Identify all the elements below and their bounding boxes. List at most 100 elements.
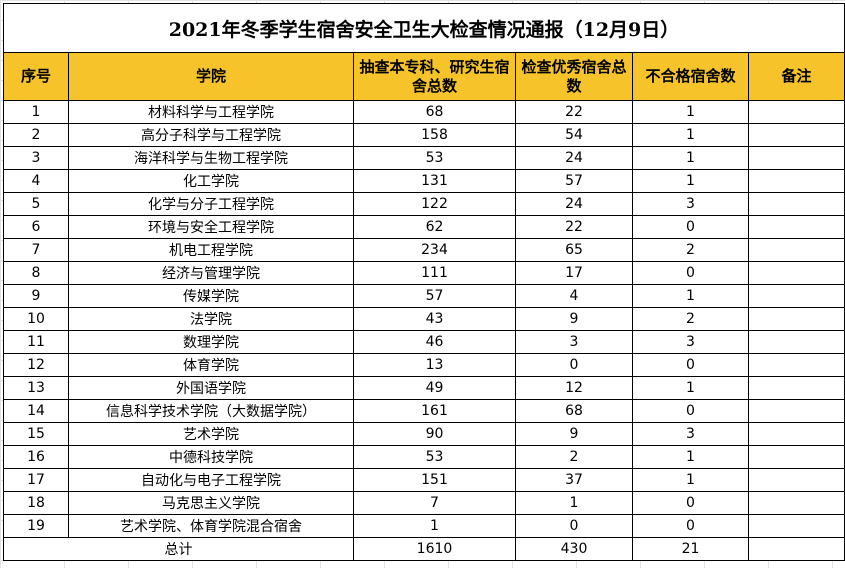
cell-failed[interactable]: 1 [632, 284, 749, 308]
total-label[interactable]: 总计 [3, 537, 354, 561]
cell-note[interactable] [748, 146, 845, 170]
cell-note[interactable] [748, 376, 845, 400]
cell-no[interactable]: 19 [3, 514, 69, 538]
cell-note[interactable] [748, 192, 845, 216]
cell-failed[interactable]: 3 [632, 330, 749, 354]
cell-note[interactable] [748, 307, 845, 331]
cell-no[interactable]: 14 [3, 399, 69, 423]
total-excellent[interactable]: 430 [515, 537, 633, 561]
cell-checked[interactable]: 234 [353, 238, 516, 262]
cell-failed[interactable]: 1 [632, 100, 749, 124]
cell-failed[interactable]: 0 [632, 491, 749, 515]
header-no[interactable]: 序号 [3, 52, 69, 101]
cell-failed[interactable]: 1 [632, 146, 749, 170]
cell-checked[interactable]: 43 [353, 307, 516, 331]
cell-excellent[interactable]: 9 [515, 422, 633, 446]
cell-excellent[interactable]: 1 [515, 491, 633, 515]
cell-checked[interactable]: 46 [353, 330, 516, 354]
cell-no[interactable]: 13 [3, 376, 69, 400]
cell-excellent[interactable]: 57 [515, 169, 633, 193]
cell-excellent[interactable]: 9 [515, 307, 633, 331]
cell-no[interactable]: 10 [3, 307, 69, 331]
cell-no[interactable]: 2 [3, 123, 69, 147]
cell-college[interactable]: 传媒学院 [68, 284, 354, 308]
cell-checked[interactable]: 53 [353, 445, 516, 469]
report-title[interactable]: 2021年冬季学生宿舍安全卫生大检查情况通报（12月9日） [3, 3, 845, 53]
cell-no[interactable]: 5 [3, 192, 69, 216]
cell-no[interactable]: 6 [3, 215, 69, 239]
cell-failed[interactable]: 1 [632, 169, 749, 193]
cell-no[interactable]: 11 [3, 330, 69, 354]
cell-checked[interactable]: 53 [353, 146, 516, 170]
cell-no[interactable]: 9 [3, 284, 69, 308]
cell-excellent[interactable]: 68 [515, 399, 633, 423]
cell-note[interactable] [748, 468, 845, 492]
cell-excellent[interactable]: 0 [515, 353, 633, 377]
cell-note[interactable] [748, 261, 845, 285]
cell-no[interactable]: 17 [3, 468, 69, 492]
total-note[interactable] [748, 537, 845, 561]
total-failed[interactable]: 21 [632, 537, 749, 561]
cell-college[interactable]: 艺术学院 [68, 422, 354, 446]
cell-failed[interactable]: 3 [632, 422, 749, 446]
cell-checked[interactable]: 1 [353, 514, 516, 538]
cell-no[interactable]: 3 [3, 146, 69, 170]
cell-college[interactable]: 经济与管理学院 [68, 261, 354, 285]
cell-checked[interactable]: 131 [353, 169, 516, 193]
cell-checked[interactable]: 158 [353, 123, 516, 147]
cell-note[interactable] [748, 514, 845, 538]
cell-excellent[interactable]: 3 [515, 330, 633, 354]
cell-college[interactable]: 体育学院 [68, 353, 354, 377]
cell-note[interactable] [748, 169, 845, 193]
cell-excellent[interactable]: 65 [515, 238, 633, 262]
cell-excellent[interactable]: 0 [515, 514, 633, 538]
cell-college[interactable]: 机电工程学院 [68, 238, 354, 262]
cell-note[interactable] [748, 215, 845, 239]
cell-excellent[interactable]: 54 [515, 123, 633, 147]
cell-no[interactable]: 7 [3, 238, 69, 262]
header-college[interactable]: 学院 [68, 52, 354, 101]
cell-excellent[interactable]: 24 [515, 192, 633, 216]
cell-college[interactable]: 外国语学院 [68, 376, 354, 400]
cell-note[interactable] [748, 238, 845, 262]
cell-no[interactable]: 8 [3, 261, 69, 285]
header-note[interactable]: 备注 [748, 52, 845, 101]
cell-note[interactable] [748, 284, 845, 308]
cell-college[interactable]: 化学与分子工程学院 [68, 192, 354, 216]
cell-college[interactable]: 高分子科学与工程学院 [68, 123, 354, 147]
cell-failed[interactable]: 1 [632, 468, 749, 492]
cell-note[interactable] [748, 491, 845, 515]
cell-college[interactable]: 中德科技学院 [68, 445, 354, 469]
cell-note[interactable] [748, 100, 845, 124]
cell-checked[interactable]: 49 [353, 376, 516, 400]
cell-excellent[interactable]: 22 [515, 215, 633, 239]
cell-failed[interactable]: 2 [632, 238, 749, 262]
cell-excellent[interactable]: 2 [515, 445, 633, 469]
cell-excellent[interactable]: 12 [515, 376, 633, 400]
cell-note[interactable] [748, 353, 845, 377]
cell-college[interactable]: 自动化与电子工程学院 [68, 468, 354, 492]
cell-failed[interactable]: 0 [632, 215, 749, 239]
cell-note[interactable] [748, 330, 845, 354]
cell-checked[interactable]: 57 [353, 284, 516, 308]
cell-failed[interactable]: 1 [632, 123, 749, 147]
header-checked[interactable]: 抽查本专科、研究生宿舍总数 [353, 52, 516, 101]
cell-note[interactable] [748, 422, 845, 446]
cell-checked[interactable]: 151 [353, 468, 516, 492]
cell-failed[interactable]: 0 [632, 353, 749, 377]
header-failed[interactable]: 不合格宿舍数 [632, 52, 749, 101]
cell-checked[interactable]: 161 [353, 399, 516, 423]
cell-checked[interactable]: 122 [353, 192, 516, 216]
cell-college[interactable]: 海洋科学与生物工程学院 [68, 146, 354, 170]
cell-failed[interactable]: 0 [632, 261, 749, 285]
cell-college[interactable]: 信息科学技术学院（大数据学院） [68, 399, 354, 423]
cell-checked[interactable]: 68 [353, 100, 516, 124]
cell-excellent[interactable]: 37 [515, 468, 633, 492]
cell-college[interactable]: 环境与安全工程学院 [68, 215, 354, 239]
cell-failed[interactable]: 3 [632, 192, 749, 216]
cell-checked[interactable]: 111 [353, 261, 516, 285]
cell-failed[interactable]: 0 [632, 514, 749, 538]
header-excellent[interactable]: 检查优秀宿舍总数 [515, 52, 633, 101]
cell-excellent[interactable]: 17 [515, 261, 633, 285]
cell-no[interactable]: 1 [3, 100, 69, 124]
